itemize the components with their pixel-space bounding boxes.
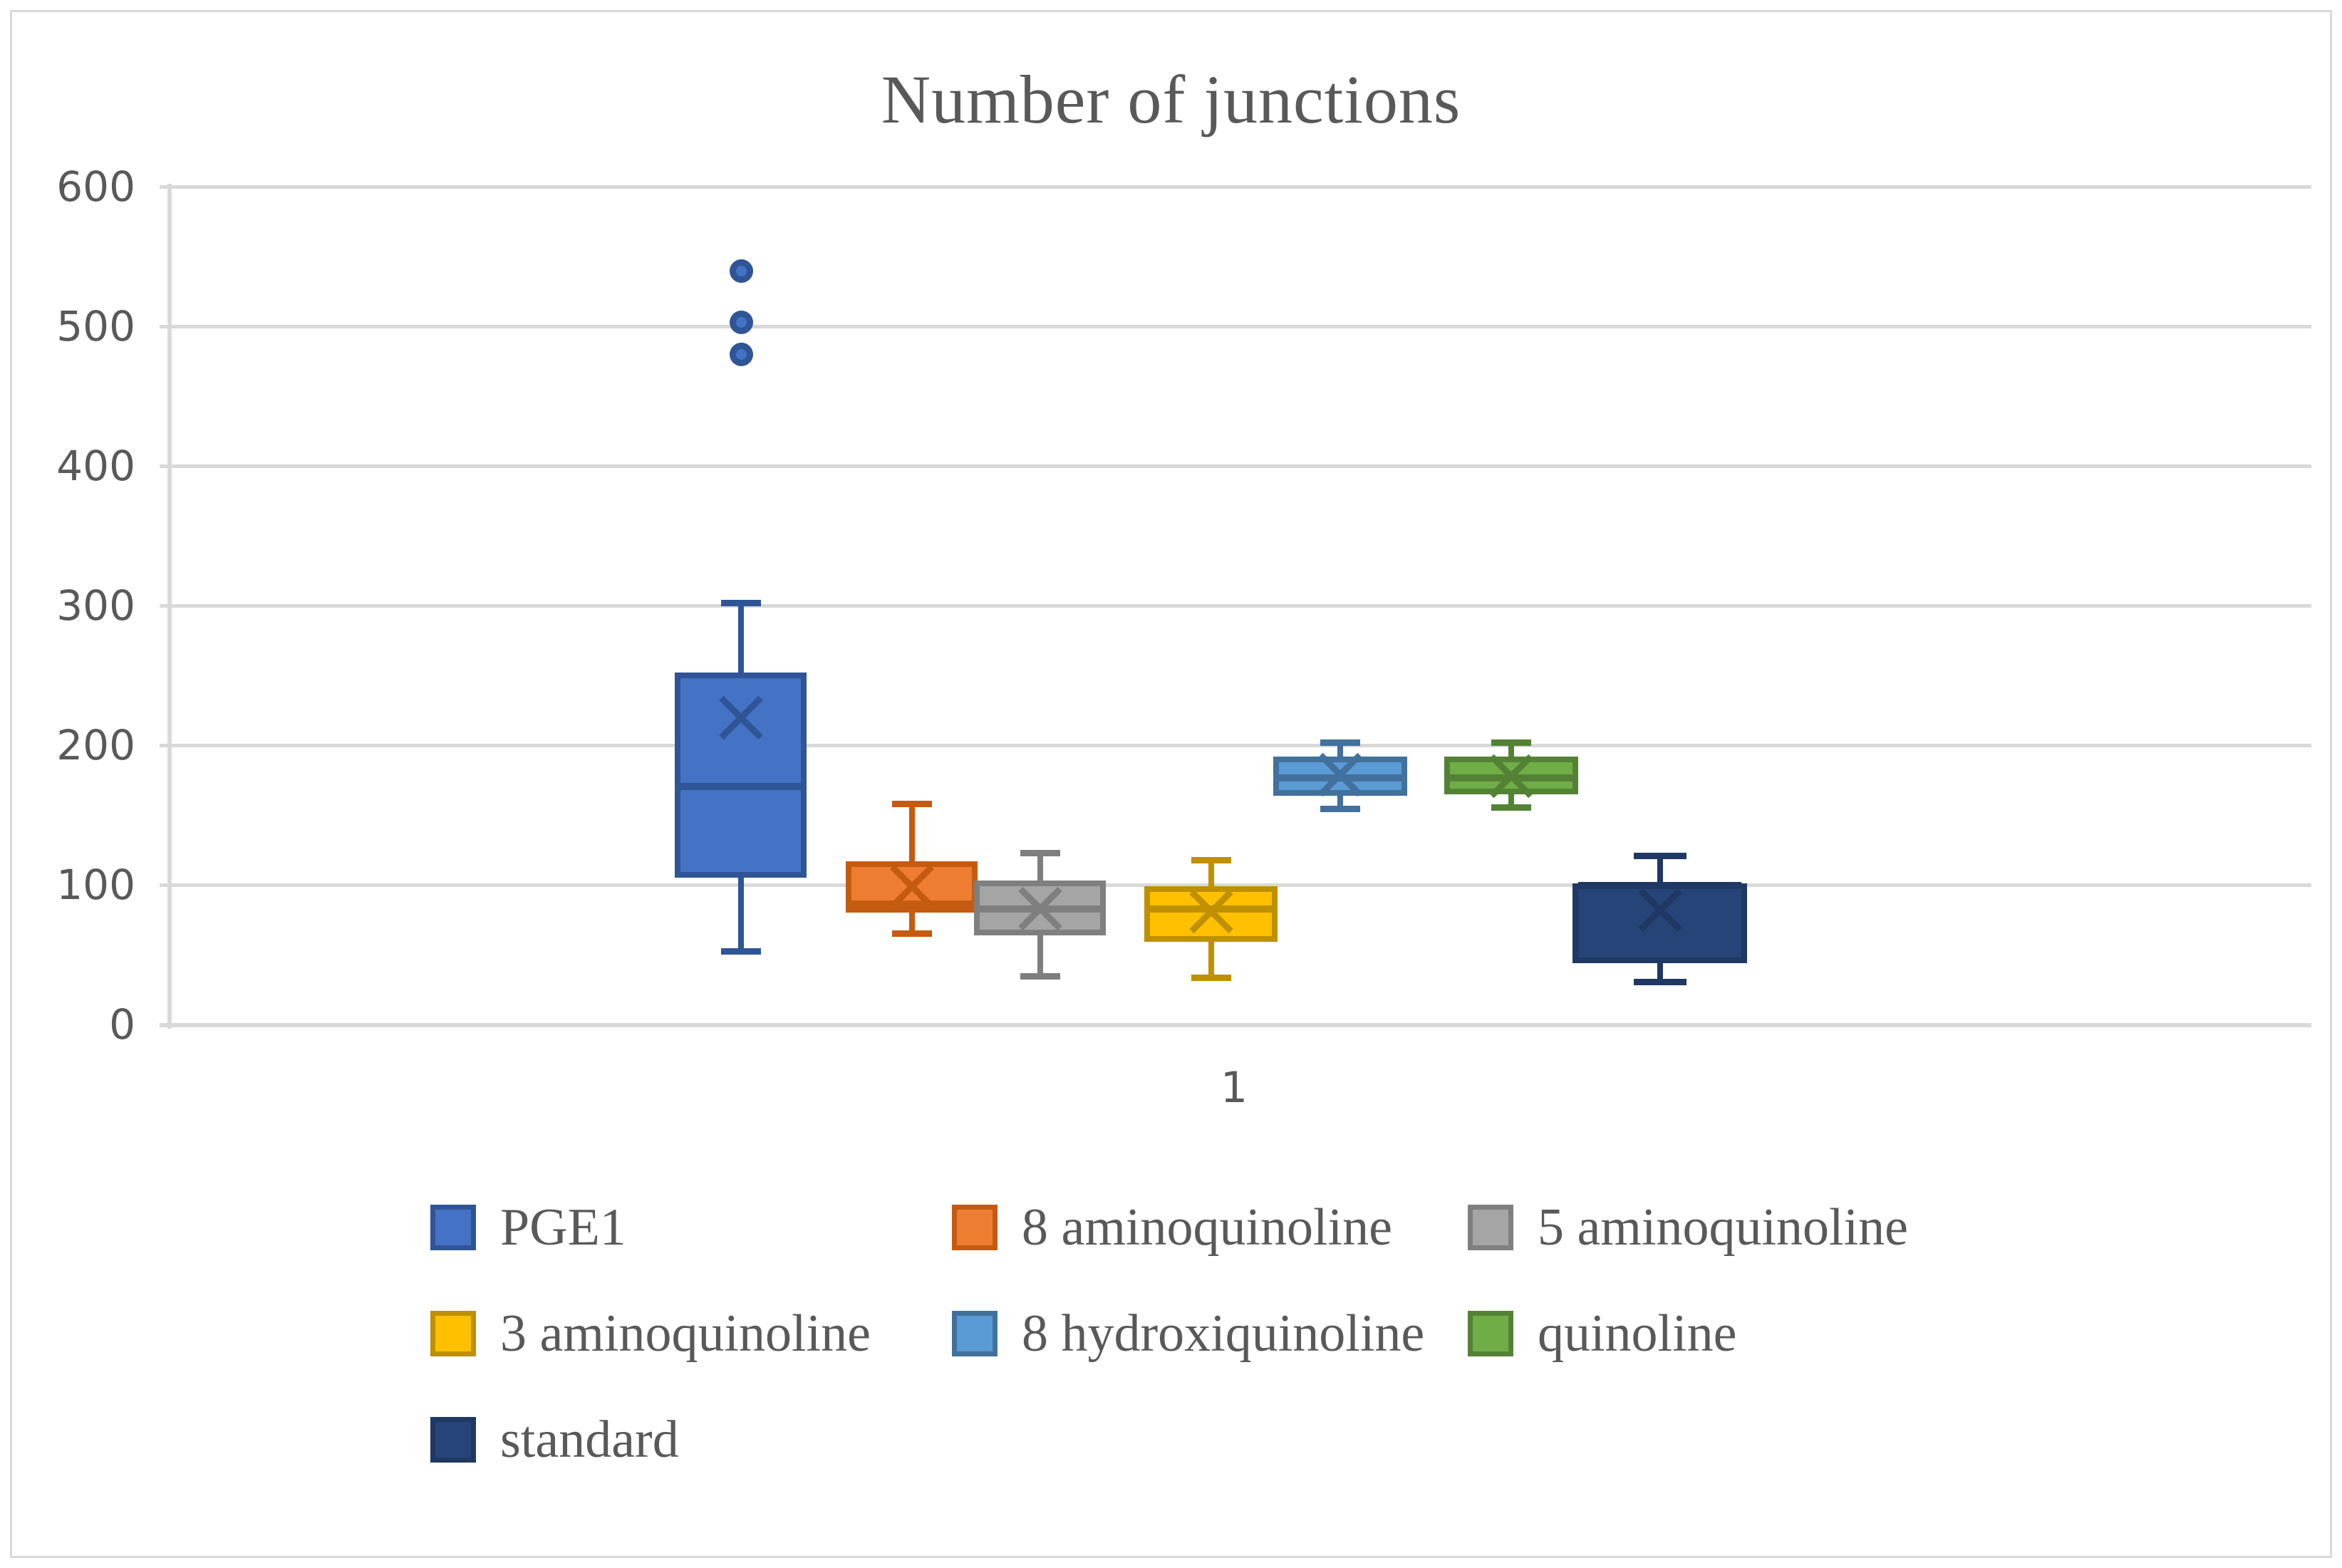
whisker-cap-top-pge1 bbox=[721, 600, 761, 606]
whisker-cap-bottom-pge1 bbox=[721, 948, 761, 955]
y-tick-label: 100 bbox=[56, 861, 135, 909]
legend-swatch-8-aminoquinoline bbox=[952, 1205, 998, 1250]
legend-item-quinoline: quinoline bbox=[1468, 1304, 1737, 1363]
whisker-cap-bottom-5-aminoquinoline bbox=[1020, 973, 1060, 980]
legend-label-standard: standard bbox=[500, 1411, 679, 1469]
legend-item-5-aminoquinoline: 5 aminoquinoline bbox=[1468, 1198, 1908, 1257]
y-tick-label: 300 bbox=[56, 581, 135, 630]
legend-item-8-hydroxiquinoline: 8 hydroxiquinoline bbox=[952, 1304, 1425, 1363]
legend-item-3-aminoquinoline: 3 aminoquinoline bbox=[430, 1304, 871, 1363]
legend-label-5-aminoquinoline: 5 aminoquinoline bbox=[1538, 1198, 1908, 1257]
gridline bbox=[160, 325, 2311, 328]
y-tick-label: 0 bbox=[109, 1000, 135, 1049]
mean-marker-8-hydroxiquinoline bbox=[1320, 754, 1360, 794]
whisker-cap-bottom-quinoline bbox=[1491, 804, 1531, 811]
whisker-cap-top-8-aminoquinoline bbox=[892, 801, 932, 807]
legend-swatch-quinoline bbox=[1468, 1311, 1513, 1356]
y-tick-label: 600 bbox=[56, 162, 135, 211]
gridline bbox=[160, 883, 2311, 887]
gridline bbox=[160, 604, 2311, 608]
whisker-cap-bottom-standard bbox=[1634, 979, 1686, 985]
whisker-cap-bottom-3-aminoquinoline bbox=[1191, 975, 1231, 981]
legend-swatch-5-aminoquinoline bbox=[1468, 1205, 1513, 1250]
outlier-dot-pge1 bbox=[730, 259, 753, 283]
y-tick-label: 200 bbox=[56, 721, 135, 769]
outlier-dot-pge1 bbox=[730, 343, 753, 366]
y-tick-label: 500 bbox=[56, 302, 135, 351]
legend-swatch-pge1 bbox=[430, 1205, 476, 1250]
whisker-cap-bottom-8-aminoquinoline bbox=[892, 930, 932, 937]
legend-label-8-hydroxiquinoline: 8 hydroxiquinoline bbox=[1022, 1304, 1425, 1363]
legend-swatch-8-hydroxiquinoline bbox=[952, 1311, 998, 1356]
legend-item-8-aminoquinoline: 8 aminoquinoline bbox=[952, 1198, 1392, 1257]
median-line-standard bbox=[1578, 882, 1741, 889]
x-axis-category-label: 1 bbox=[1220, 1063, 1248, 1113]
legend-label-quinoline: quinoline bbox=[1538, 1304, 1737, 1363]
chart-title: Number of junctions bbox=[881, 61, 1461, 137]
median-line-pge1 bbox=[680, 783, 801, 790]
gridline bbox=[160, 744, 2311, 747]
gridline bbox=[160, 464, 2311, 468]
mean-marker-8-aminoquinoline bbox=[892, 866, 932, 906]
whisker-cap-bottom-8-hydroxiquinoline bbox=[1320, 806, 1360, 812]
figure-border bbox=[10, 10, 2332, 1558]
whisker-cap-top-8-hydroxiquinoline bbox=[1320, 739, 1360, 746]
mean-marker-3-aminoquinoline bbox=[1191, 891, 1231, 931]
gridline bbox=[160, 1023, 2311, 1027]
mean-marker-pge1 bbox=[721, 697, 761, 737]
legend-label-3-aminoquinoline: 3 aminoquinoline bbox=[500, 1304, 871, 1363]
legend-swatch-3-aminoquinoline bbox=[430, 1311, 476, 1356]
gridline bbox=[160, 185, 2311, 189]
whisker-cap-top-3-aminoquinoline bbox=[1191, 857, 1231, 863]
y-axis-line bbox=[167, 184, 172, 1029]
mean-marker-quinoline bbox=[1491, 756, 1531, 796]
legend-label-pge1: PGE1 bbox=[500, 1198, 626, 1257]
legend-item-pge1: PGE1 bbox=[430, 1198, 626, 1257]
mean-marker-5-aminoquinoline bbox=[1020, 888, 1060, 928]
outlier-dot-pge1 bbox=[730, 311, 753, 334]
whisker-cap-top-quinoline bbox=[1491, 739, 1531, 746]
whisker-cap-top-standard bbox=[1634, 853, 1686, 859]
y-tick-label: 400 bbox=[56, 442, 135, 490]
mean-marker-standard bbox=[1640, 890, 1680, 930]
whisker-cap-top-5-aminoquinoline bbox=[1020, 850, 1060, 856]
legend-item-standard: standard bbox=[430, 1411, 679, 1469]
legend-swatch-standard bbox=[430, 1417, 476, 1463]
legend-label-8-aminoquinoline: 8 aminoquinoline bbox=[1022, 1198, 1392, 1257]
